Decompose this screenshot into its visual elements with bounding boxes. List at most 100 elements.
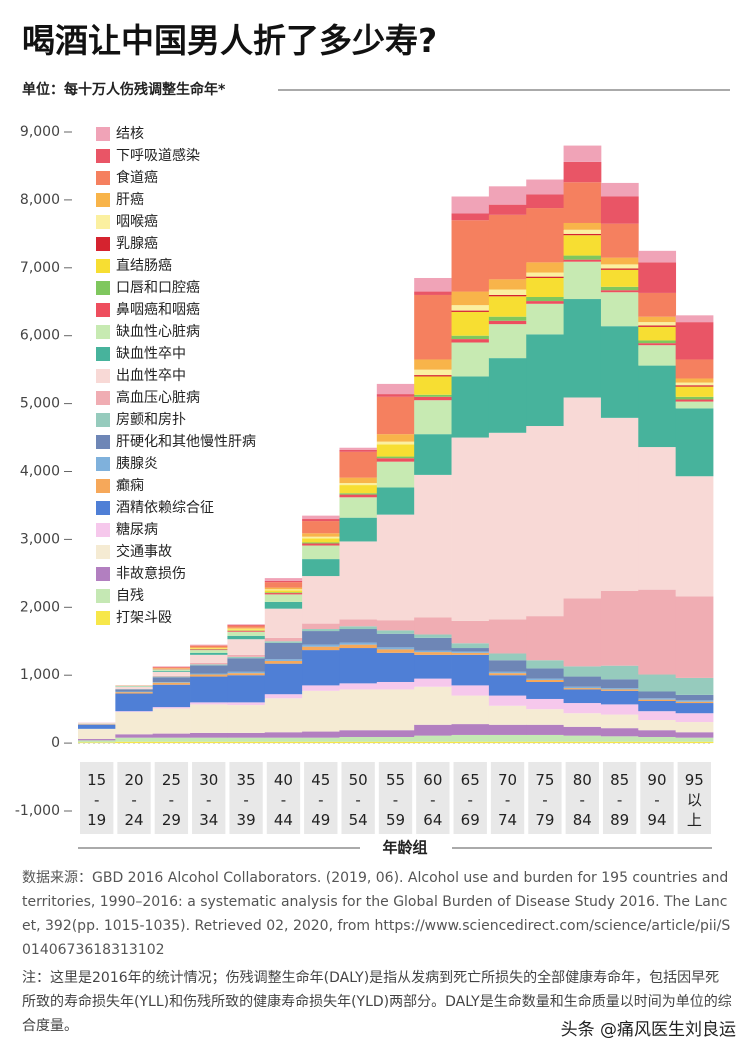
legend-swatch: [96, 303, 110, 317]
bar-segment: [302, 519, 340, 522]
bar-segment: [227, 675, 266, 703]
bar-segment: [152, 666, 191, 668]
bar-segment: [526, 194, 564, 209]
bar-segment: [638, 691, 677, 699]
bar-segment: [264, 578, 303, 581]
bar-segment: [152, 682, 191, 685]
legend-swatch: [96, 215, 110, 229]
bar-segment: [376, 461, 415, 488]
legend-label: 出血性卒中: [116, 368, 186, 384]
bar-segment: [563, 299, 602, 398]
bar-segment: [152, 677, 191, 682]
legend-swatch: [96, 457, 110, 471]
y-tick-label: 2,000: [20, 599, 60, 615]
source: 数据来源：GBD 2016 Alcohol Collaborators. (20…: [22, 870, 731, 958]
legend-swatch: [96, 369, 110, 383]
bar-segment: [526, 678, 564, 680]
bar-segment: [152, 675, 191, 677]
bar-segment: [526, 179, 564, 195]
bar-segment: [488, 186, 527, 205]
bar-segment: [675, 382, 714, 386]
bar-segment: [600, 292, 639, 327]
bar-segment: [339, 541, 378, 620]
y-tick-label: 7,000: [20, 260, 60, 276]
bar-segment: [451, 695, 490, 725]
bar-segment: [638, 711, 677, 721]
bar-segment: [526, 709, 564, 725]
bar-segment: [451, 643, 490, 649]
bar-segment: [190, 732, 228, 738]
bar-segment: [190, 644, 228, 646]
bar-segment: [376, 681, 415, 690]
bar-segment: [638, 316, 677, 323]
chart-title: 喝酒让中国男人折了多少寿?: [22, 21, 438, 60]
bar-segment: [675, 700, 714, 702]
x-tick-label: 15 -19: [87, 771, 106, 829]
legend-swatch: [96, 479, 110, 493]
note: 注：这里是2016年的统计情况；伤残调整生命年(DALY)是指从发病到死亡所损失…: [22, 970, 732, 1034]
bar-segment: [264, 659, 303, 661]
bar-segment: [339, 644, 378, 649]
x-tick-label: 45 -49: [311, 771, 330, 829]
bar-segment: [152, 681, 191, 683]
legend-swatch: [96, 435, 110, 449]
bar-segment: [600, 269, 639, 287]
bar-segment: [115, 711, 154, 735]
bar-segment: [451, 213, 490, 221]
x-tick-label: 20 -24: [124, 771, 143, 829]
legend-swatch: [96, 611, 110, 625]
bar-segment: [638, 741, 677, 744]
x-tick-label: 95 以上: [685, 771, 704, 829]
bar-segment: [638, 720, 677, 731]
bar-segment: [451, 220, 490, 292]
bar-segment: [563, 689, 602, 704]
y-tick-label: 0: [51, 735, 60, 751]
bar-segment: [190, 650, 228, 653]
bar-segment: [227, 654, 266, 657]
bar-segment: [227, 673, 266, 676]
bar-segment: [675, 386, 714, 397]
bar-segment: [451, 734, 490, 742]
legend-label: 高血压心脏病: [116, 389, 200, 406]
bar-segment: [675, 741, 714, 744]
bar-segment: [190, 645, 228, 648]
bar-segment: [78, 739, 116, 741]
bar-segment: [526, 681, 564, 699]
bar-segment: [302, 545, 340, 560]
bar-segment: [600, 689, 639, 691]
legend-label: 直结肠癌: [116, 257, 172, 274]
bar-segment: [526, 334, 564, 427]
bar-segment: [563, 255, 602, 260]
bar-segment: [451, 310, 490, 312]
bar-segment: [526, 272, 564, 277]
bar-segment: [302, 576, 340, 624]
bar-segment: [227, 630, 266, 632]
bar-segment: [414, 376, 452, 395]
bar-segment: [488, 619, 527, 654]
bar-segment: [264, 642, 303, 660]
bar-segment: [414, 400, 452, 435]
bar-segment: [78, 728, 116, 740]
bar-segment: [339, 477, 378, 484]
bar-segment: [227, 639, 266, 655]
bar-segment: [563, 741, 602, 744]
bar-segment: [339, 451, 378, 478]
bar-segment: [339, 494, 378, 498]
bar-segment: [264, 589, 303, 591]
bar-segment: [488, 214, 527, 280]
bar-segment: [302, 646, 340, 651]
bar-segment: [264, 580, 303, 583]
bar-segment: [414, 394, 452, 397]
x-tick-label: 65 -69: [461, 771, 480, 829]
bar-segment: [488, 296, 527, 317]
bar-segment: [115, 685, 154, 687]
bar-segment: [600, 679, 639, 689]
chart: 单位：每十万人伤残调整生命年* 年龄组 -1,000 0 1,000 2,000 3,0…: [15, 81, 730, 857]
category-box: [117, 762, 151, 834]
legend-label: 肝硬化和其他慢性肝病: [116, 433, 256, 450]
bar-segment: [190, 676, 228, 703]
bar-segment: [78, 724, 116, 729]
bar-segment: [451, 291, 490, 306]
bar-segment: [264, 593, 303, 595]
bar-segment: [675, 701, 714, 704]
